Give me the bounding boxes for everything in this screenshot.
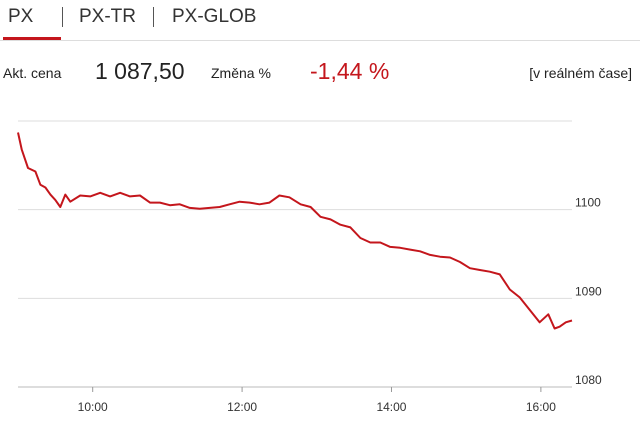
tab-bar: PX PX-TR PX-GLOB [0, 0, 640, 41]
price-line [17, 132, 573, 330]
price-label: Akt. cena [3, 65, 62, 81]
y-tick-label: 1100 [575, 196, 601, 210]
tab[interactable]: PX-GLOB [172, 6, 257, 27]
x-tick-label: 14:00 [376, 400, 406, 414]
realtime-note: [v reálném čase] [529, 65, 632, 81]
tab[interactable]: PX [8, 6, 34, 27]
tab-separator [153, 7, 154, 27]
x-tick-label: 10:00 [78, 400, 108, 414]
active-tab-indicator [3, 37, 61, 40]
change: -1,44 % [310, 58, 390, 84]
price: 1 087,50 [95, 58, 185, 84]
y-tick-label: 1090 [575, 284, 602, 298]
change-label: Změna % [211, 65, 271, 81]
x-tick-label: 12:00 [227, 400, 257, 414]
x-tick-label: 16:00 [526, 400, 556, 414]
tab[interactable]: PX-TR [79, 6, 136, 27]
y-tick-label: 1080 [575, 373, 602, 387]
tab-separator [62, 7, 63, 27]
